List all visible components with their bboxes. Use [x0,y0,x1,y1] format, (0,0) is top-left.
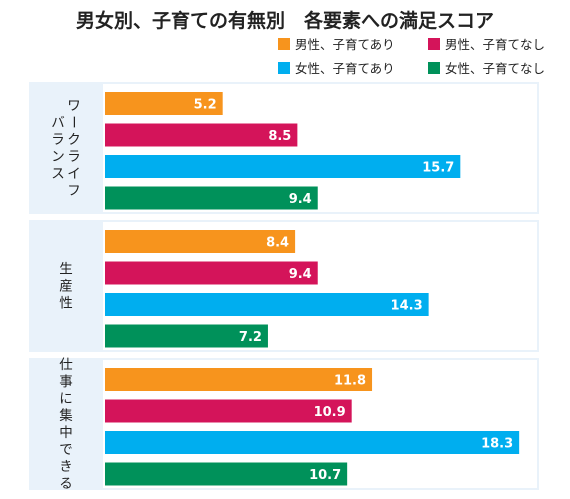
bar [105,155,461,178]
bar-value-label: 18.3 [481,437,513,452]
category-label-char: バ [51,115,65,131]
legend-swatch [428,38,440,50]
category-label-char: 仕 [59,357,73,373]
bar-value-label: 10.9 [314,405,346,420]
legend-swatch [278,62,290,74]
category-label-char: ン [51,149,65,165]
category-label-char: 集 [59,408,73,424]
legend-label: 女性、子育てなし [445,61,545,76]
bar-value-label: 10.7 [309,468,341,483]
category-label-char: き [59,459,73,475]
legend-label: 男性、子育てあり [295,37,395,52]
bar [105,230,296,253]
category-label-char: ラ [67,149,81,165]
bars: 5.2 8.5 15.7 9.4 8.4 9.4 14.3 7.2 11.8 10.9 18.3 10… [105,92,520,486]
legend-label: 男性、子育てなし [445,37,545,52]
chart-title: 男女別、子育ての有無別 各要素への満足スコア [76,9,494,32]
category-label-char: 中 [59,425,73,441]
bar [105,293,429,316]
legend-swatch [278,38,290,50]
bar-value-label: 11.8 [334,374,366,389]
bar [105,186,318,210]
category-label-char: 事 [59,374,73,390]
category-label-char: る [59,476,73,492]
category-label-char: 生 [59,262,73,278]
bar-value-label: 5.2 [194,98,217,113]
category-label-char: 性 [59,296,73,312]
bar-value-label: 14.3 [391,299,423,314]
category-label-char: で [59,442,73,458]
bar [105,123,298,147]
category-label-char: ス [51,166,65,182]
bar-value-label: 9.4 [289,267,312,282]
bar [105,324,268,348]
bar-value-label: 8.4 [266,236,289,251]
category-label-char: イ [67,166,81,182]
category-label-char: ワ [67,98,81,114]
bar [105,368,373,391]
category-label-char: ラ [51,132,65,148]
bar-value-label: 7.2 [239,330,262,345]
category-label-char: 産 [59,279,73,295]
bar-value-label: 9.4 [289,192,312,207]
category-label-char: に [59,391,73,407]
category-label-char: フ [67,183,81,199]
bar [105,92,223,115]
legend-label: 女性、子育てあり [295,61,395,76]
bar-value-label: 15.7 [422,161,454,176]
bar [105,431,520,454]
category-label-char: ー [65,115,81,129]
bar [105,261,318,285]
bar [105,399,352,423]
bar [105,462,348,486]
legend-swatch [428,62,440,74]
bar-value-label: 8.5 [268,129,291,144]
category-label-char: ク [67,132,81,148]
